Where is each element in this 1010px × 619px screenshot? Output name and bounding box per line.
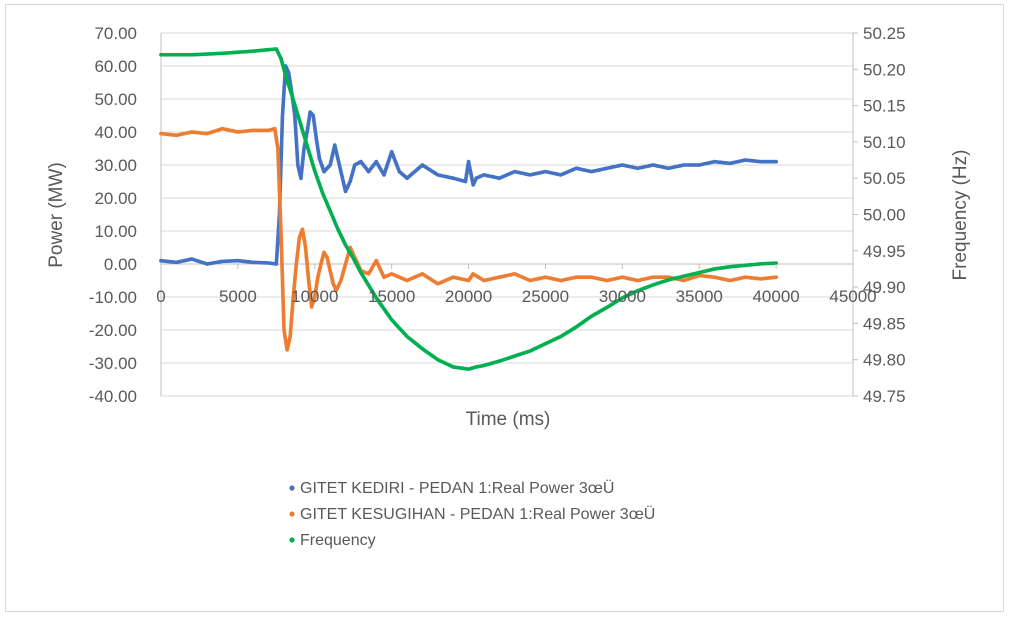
y-tick-label: 0.00 xyxy=(104,255,137,274)
data-point xyxy=(774,275,779,280)
data-point xyxy=(774,159,779,164)
legend-label: GITET KEDIRI - PEDAN 1:Real Power 3œÜ xyxy=(300,479,614,497)
y2-tick-label: 50.20 xyxy=(863,60,906,79)
y2-tick-label: 49.80 xyxy=(863,351,906,370)
x-tick-label: 20000 xyxy=(445,287,492,306)
x-tick-label: 15000 xyxy=(368,287,415,306)
legend-label: GITET KESUGIHAN - PEDAN 1:Real Power 3œÜ xyxy=(300,505,655,523)
y-tick-label: 30.00 xyxy=(94,156,137,175)
legend-marker xyxy=(289,537,295,543)
y2-tick-label: 50.25 xyxy=(863,24,906,43)
grid-lines xyxy=(161,32,853,397)
legend-marker xyxy=(289,485,295,491)
y2-tick-label: 49.85 xyxy=(863,314,906,333)
axes xyxy=(160,33,854,396)
y-tick-label: 20.00 xyxy=(94,189,137,208)
x-tick-label: 40000 xyxy=(752,287,799,306)
legend-label: Frequency xyxy=(300,532,376,549)
series-3 xyxy=(159,47,779,372)
y-axis-title: Power (MW) xyxy=(46,162,67,268)
y2-tick-label: 49.95 xyxy=(863,242,906,261)
legend-item: GITET KEDIRI - PEDAN 1:Real Power 3œÜ xyxy=(289,479,614,497)
legend-item: Frequency xyxy=(289,532,376,549)
y2-tick-label: 50.00 xyxy=(863,206,906,225)
x-tick-label: 45000 xyxy=(829,287,876,306)
y-tick-label: -10.00 xyxy=(89,288,137,307)
x-tick-label: 10000 xyxy=(291,287,338,306)
y-tick-label: -40.00 xyxy=(89,387,137,406)
data-point xyxy=(774,261,779,266)
x-tick-label: 25000 xyxy=(522,287,569,306)
y2-tick-label: 49.90 xyxy=(863,278,906,297)
y2-axis-title: Frequency (Hz) xyxy=(950,150,971,281)
x-tick-label: 35000 xyxy=(676,287,723,306)
series-layer xyxy=(159,47,779,372)
y-tick-label: 70.00 xyxy=(94,24,137,43)
legend: GITET KEDIRI - PEDAN 1:Real Power 3œÜ GIT… xyxy=(289,479,655,549)
x-axis-ticks: 0 5000 10000 15000 20000 25000 30000 35000 40000… xyxy=(156,264,877,306)
legend-marker xyxy=(289,511,295,517)
y2-tick-label: 50.05 xyxy=(863,169,906,188)
y2-tick-label: 50.15 xyxy=(863,97,906,116)
legend-item: GITET KESUGIHAN - PEDAN 1:Real Power 3œÜ xyxy=(289,505,655,523)
y2-tick-label: 50.10 xyxy=(863,133,906,152)
y-tick-label: 40.00 xyxy=(94,123,137,142)
x-tick-label: 30000 xyxy=(599,287,646,306)
y-tick-label: -30.00 xyxy=(89,354,137,373)
y-tick-label: 50.00 xyxy=(94,90,137,109)
y2-axis-ticks: 50.25 50.20 50.15 50.10 50.05 50.00 49.95 49.90… xyxy=(853,24,906,406)
chart-frame xyxy=(5,4,1004,612)
y-tick-label: -20.00 xyxy=(89,321,137,340)
y-tick-label: 60.00 xyxy=(94,57,137,76)
y-axis-ticks: 70.00 60.00 50.00 40.00 30.00 20.00 10.00 0.00 -… xyxy=(89,24,137,406)
y-tick-label: 10.00 xyxy=(94,222,137,241)
x-tick-label: 5000 xyxy=(219,287,257,306)
x-tick-label: 0 xyxy=(156,287,165,306)
x-axis-title: Time (ms) xyxy=(466,409,551,430)
y2-tick-label: 49.75 xyxy=(863,387,906,406)
